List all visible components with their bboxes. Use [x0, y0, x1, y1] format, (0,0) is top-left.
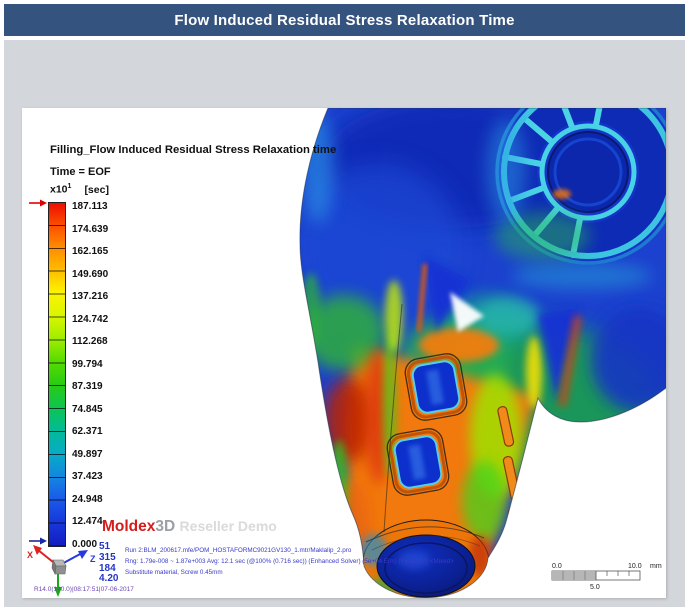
version-stamp: R14.0(140.0)|08:17:51|07-06-2017	[34, 586, 134, 593]
stat-value: 51	[99, 541, 111, 552]
model-3d-render	[299, 108, 666, 598]
max-marker-arrow-icon	[29, 199, 47, 207]
legend-value: 49.897	[72, 448, 103, 460]
run-info-line1: Run 2:BLM_200617.mfe/POM_HOSTAFORMC9021G…	[125, 547, 352, 554]
page-title: Flow Induced Residual Stress Relaxation …	[174, 11, 515, 29]
legend-value: 24.948	[72, 493, 103, 505]
stat-value: 4.20	[99, 573, 119, 585]
legend-value: 112.268	[72, 336, 108, 348]
logo-brand-suffix: 3D	[155, 518, 176, 535]
viewport-3d[interactable]: Filling_Flow Induced Residual Stress Rel…	[22, 108, 666, 598]
run-info-line3: Substitute material, Screw 0.45mm	[125, 569, 223, 577]
run-info-line2: Rng: 1.79e-008 ~ 1.87e+003 Avg: 12.1 sec…	[125, 558, 454, 566]
logo-edition: Reseller Demo	[179, 518, 277, 534]
x-axis-label: X	[27, 550, 33, 560]
ruler-unit-label: mm	[650, 563, 662, 570]
ruler-max-label: 10.0	[628, 563, 642, 570]
legend-value: 174.639	[72, 223, 109, 235]
flange-end	[486, 108, 666, 265]
ruler-mid-label: 5.0	[590, 584, 600, 591]
scale-ruler: 0.0 10.0 mm 5.0	[551, 563, 662, 591]
legend-value: 137.216	[72, 291, 109, 303]
legend-colorbar	[48, 202, 66, 547]
z-axis-label: Z	[90, 554, 96, 564]
unit-exponent: 1	[67, 183, 72, 190]
vent-hole	[404, 353, 468, 421]
logo-brand: Moldex	[102, 518, 156, 535]
ruler-min-label: 0.0	[552, 563, 562, 570]
legend-value: 87.319	[72, 381, 103, 393]
scale-unit-row: x101 [sec]	[50, 183, 109, 196]
legend-value: 37.423	[72, 471, 103, 483]
result-heading: Filling_Flow Induced Residual Stress Rel…	[50, 144, 337, 156]
run-info: Run 2:BLM_200617.mfe/POM_HOSTAFORMC9021G…	[125, 545, 555, 579]
legend-value: 149.690	[72, 268, 109, 280]
legend-value: 99.794	[72, 358, 103, 370]
stat-value: 315	[99, 551, 116, 563]
legend-value: 187.113	[72, 201, 108, 212]
legend-value: 62.371	[72, 426, 103, 438]
legend-value: 162.165	[72, 246, 109, 258]
title-bar: Flow Induced Residual Stress Relaxation …	[4, 4, 685, 36]
vent-hole	[386, 428, 450, 496]
axis-triad-icon: X Z	[27, 545, 96, 597]
content-panel: Filling_Flow Induced Residual Stress Rel…	[4, 40, 685, 607]
unit-prefix: x10	[50, 183, 68, 196]
min-marker-arrow-icon	[29, 537, 47, 545]
legend-value: 12.474	[72, 516, 103, 528]
unit-name: [sec]	[84, 183, 109, 196]
stats-column: 51 315 184 4.20	[99, 541, 119, 585]
time-label: Time = EOF	[50, 166, 111, 178]
stat-value: 184	[99, 562, 116, 574]
legend-value: 124.742	[72, 313, 109, 325]
moldex3d-logo: Moldex3D Reseller Demo	[102, 518, 277, 536]
legend-labels: 187.113 174.639 162.165 149.690 137.216 …	[72, 202, 136, 550]
legend-value: 0.000	[72, 538, 98, 550]
legend-value: 74.845	[72, 403, 103, 415]
